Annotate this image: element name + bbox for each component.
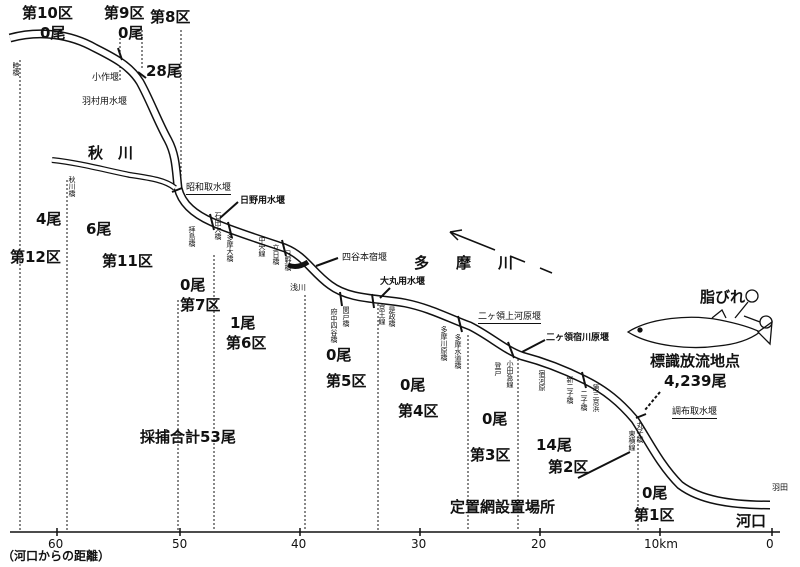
weir-showa: 昭和取水堰	[186, 183, 232, 195]
haneda-label: 羽田	[772, 483, 788, 492]
weir-kosaku: 小作堰	[92, 73, 120, 83]
bridge-sekido: 関戸橋	[342, 306, 350, 327]
zone-6-label: 第6区	[226, 334, 267, 352]
bridge-tamagawara: 多摩川原橋	[440, 326, 448, 361]
axis-tick-40: 40	[291, 537, 307, 551]
rail-odakyu: 小田急線	[506, 360, 514, 388]
weir-futako-shuku: 二ヶ領宿川原堰	[546, 333, 610, 343]
zone-7-label: 第7区	[180, 296, 221, 314]
zone-9-count: 0尾	[118, 24, 144, 42]
bridge-haijima: 拝島橋	[188, 226, 196, 247]
weir-chofu: 調布取水堰	[672, 407, 718, 419]
rail-keio: 京王線	[378, 304, 386, 325]
bridge-mutsumi: 睦橋	[12, 62, 20, 76]
axis-caption: （河口からの距離）	[2, 549, 111, 563]
release-point-title: 標識放流地点	[650, 352, 741, 370]
zone-9-label: 第9区	[104, 4, 145, 22]
bridge-tama-suido: 多摩水道橋	[454, 334, 462, 369]
asakawa-river	[287, 259, 310, 269]
zone-7-count: 0尾	[180, 276, 206, 294]
axis-tick-20: 20	[531, 537, 547, 551]
zone-1-count: 0尾	[642, 484, 668, 502]
rail-toyoko: 東横線	[628, 430, 636, 451]
zone-11-count: 6尾	[86, 220, 112, 238]
tamagawa-label: 多 摩 川	[414, 254, 520, 272]
noborito: 登戸	[494, 362, 502, 376]
bridge-ishida: 石田大橋	[214, 212, 222, 240]
flow-arrow	[449, 229, 553, 274]
zone-12-label: 第12区	[10, 248, 61, 266]
weir-omaru: 大丸用水堰	[380, 277, 426, 287]
axis-tick-30: 30	[411, 537, 427, 551]
zone-11-label: 第11区	[102, 252, 153, 270]
zone-2-label: 第2区	[548, 458, 589, 476]
weir-arrows	[219, 201, 661, 479]
release-count: 4,239尾	[664, 372, 727, 390]
fish-illustration	[626, 289, 773, 349]
axis-tick-50: 50	[172, 537, 188, 551]
bridge-koremasa: 是政橋	[388, 306, 396, 327]
zone-boundaries	[19, 30, 639, 530]
distance-axis	[10, 528, 780, 536]
zone-3-count: 0尾	[482, 410, 508, 428]
zone-8-label: 第8区	[150, 8, 191, 26]
zone-2-count: 14尾	[536, 436, 572, 454]
shukugawara: 宿河原	[538, 370, 546, 391]
weir-hamura: 羽村用水堰	[82, 97, 128, 107]
river-mouth-label: 河口	[736, 512, 767, 530]
zone-4-count: 0尾	[400, 376, 426, 394]
bridge-fuchu-yotsuya: 府中四谷橋	[330, 308, 338, 343]
weir-futako-kami: 二ヶ領上河原堰	[478, 312, 542, 324]
zone-12-count: 4尾	[36, 210, 62, 228]
axis-tick-60: 60	[48, 537, 64, 551]
zone-10-label: 第10区	[22, 4, 73, 22]
weir-hino: 日野用水堰	[240, 196, 286, 206]
zone-6-count: 1尾	[230, 314, 256, 332]
catch-total: 採捕合計53尾	[140, 428, 236, 446]
weir-marks	[117, 47, 647, 419]
bridge-tachihi: 立日橋	[272, 244, 280, 265]
bridge-maruko: 丸子橋	[636, 422, 644, 443]
axis-tick-10km: 10km	[644, 537, 678, 551]
zone-1-label: 第1区	[634, 506, 675, 524]
bridge-futako: 二子橋	[580, 390, 588, 411]
zone-3-label: 第3区	[470, 446, 511, 464]
bridge-akigawa: 秋川橋	[68, 176, 76, 197]
zone-10-count: 0尾	[40, 24, 66, 42]
axis-tick-0: 0	[766, 537, 774, 551]
bridge-hino: 日野橋	[284, 250, 292, 271]
net-site-label: 定置網設置場所	[450, 498, 556, 516]
bridge-tamaohashi: 多摩大橋	[226, 234, 234, 262]
fin-label: 脂びれ	[700, 288, 746, 306]
asakawa-label: 浅川	[290, 283, 306, 292]
bridge-shin-futako: 新二子橋	[566, 376, 574, 404]
road-daisan-keihin: 第三京浜	[592, 384, 600, 412]
weir-yotsuya: 四谷本宿堰	[342, 253, 388, 263]
zone-4-label: 第4区	[398, 402, 439, 420]
rail-chuo: 中央線	[258, 236, 266, 257]
zone-5-count: 0尾	[326, 346, 352, 364]
akigawa-label: 秋 川	[88, 144, 134, 162]
zone-8-count: 28尾	[146, 62, 182, 80]
zone-5-label: 第5区	[326, 372, 367, 390]
